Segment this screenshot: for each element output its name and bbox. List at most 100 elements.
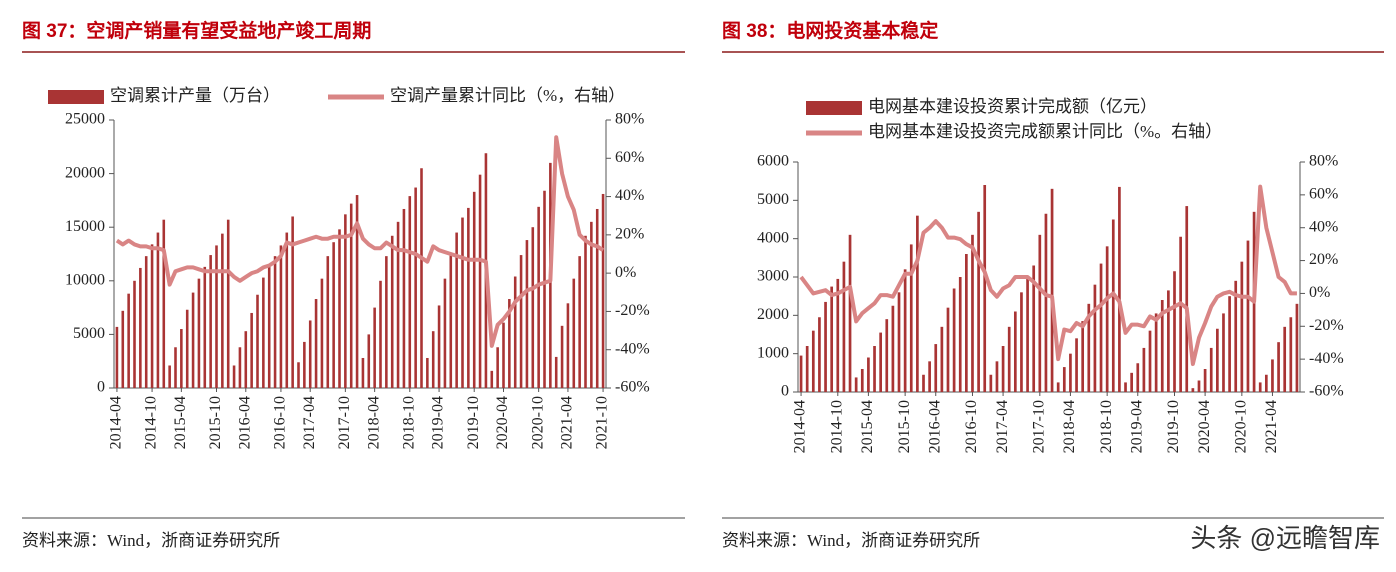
y-tick-label: 25000 [65, 111, 105, 128]
bar [1167, 290, 1170, 392]
y-tick-label: 1000 [757, 344, 789, 361]
bar [1222, 313, 1225, 392]
bar [891, 305, 895, 392]
x-tick-label: 2021-04 [559, 396, 576, 449]
bar [455, 232, 458, 388]
y2-tick-label: 40% [1309, 218, 1338, 235]
bar [355, 195, 359, 388]
bar [1069, 353, 1072, 392]
bar [168, 365, 171, 388]
bar [879, 332, 882, 392]
bar [209, 255, 212, 388]
bar [848, 234, 852, 392]
bar [799, 355, 803, 392]
y2-tick-label: 80% [1309, 153, 1338, 170]
x-tick-label: 2015-10 [896, 400, 913, 453]
bar [1240, 261, 1244, 392]
x-tick-label: 2014-04 [792, 400, 809, 453]
bar [256, 294, 259, 388]
bar [420, 168, 423, 388]
bar [958, 277, 962, 392]
bar [1130, 372, 1133, 392]
y-tick-label: 4000 [757, 229, 789, 246]
bar [426, 357, 429, 388]
bar [508, 299, 511, 388]
bar [1093, 284, 1097, 392]
x-tick-label: 2020-10 [1233, 400, 1250, 453]
bar [1026, 277, 1029, 392]
bar [537, 206, 540, 388]
legend-label: 电网基本建设投资完成额累计同比（%。右轴） [868, 122, 1222, 141]
bar [437, 305, 441, 388]
bar [1179, 236, 1182, 392]
y2-tick-label: 20% [1309, 251, 1338, 268]
bar [490, 370, 494, 388]
bar [1234, 280, 1238, 392]
bar [180, 329, 183, 388]
x-tick-label: 2017-10 [336, 396, 353, 449]
bar [1160, 300, 1164, 392]
bar [326, 256, 330, 388]
bar [273, 256, 277, 388]
bar [1197, 380, 1201, 392]
bar [162, 219, 166, 388]
bar [584, 235, 587, 388]
y-tick-label: 15000 [65, 218, 105, 235]
bar [1264, 374, 1268, 392]
legend-label: 空调累计产量（万台） [110, 86, 280, 105]
bar [238, 347, 242, 388]
bar [1289, 317, 1293, 392]
legend-swatch [806, 101, 862, 115]
bar [965, 254, 968, 392]
bar [1118, 186, 1121, 392]
x-tick-label: 2017-04 [994, 400, 1011, 453]
x-tick-label: 2018-04 [1061, 400, 1078, 453]
bar [226, 219, 230, 388]
bar [139, 267, 142, 388]
bar [185, 309, 189, 388]
bar [995, 361, 999, 392]
x-tick-label: 2018-04 [365, 396, 382, 449]
y2-tick-label: 80% [615, 111, 644, 128]
bar [1105, 246, 1109, 392]
y2-tick-label: 40% [615, 187, 644, 204]
x-tick-label: 2021-04 [1263, 400, 1280, 453]
bar [1185, 206, 1189, 392]
bar [461, 217, 464, 388]
x-tick-label: 2016-10 [272, 396, 289, 449]
bar [1191, 388, 1195, 392]
bar [1044, 213, 1048, 392]
bar [361, 357, 365, 388]
bar [811, 330, 815, 392]
bar [989, 374, 993, 392]
bar [1111, 219, 1115, 392]
bar [303, 341, 306, 388]
bar [174, 347, 177, 388]
bar [897, 292, 901, 392]
bar [472, 191, 476, 388]
x-tick-label: 2016-04 [236, 396, 253, 449]
bar [836, 278, 840, 392]
bar [578, 256, 581, 388]
source: 资料来源：Wind，浙商证券研究所 [22, 531, 280, 550]
bar [232, 365, 236, 388]
bar [262, 277, 265, 388]
bar [297, 362, 300, 388]
bar [244, 331, 248, 388]
bar [1032, 265, 1036, 392]
bar [903, 269, 907, 392]
bar [467, 207, 470, 388]
bar [983, 185, 987, 392]
bar [144, 256, 148, 388]
bar [1013, 311, 1017, 392]
bar [115, 326, 119, 388]
y2-tick-label: -40% [615, 340, 650, 357]
bar [133, 280, 136, 388]
bar [805, 346, 809, 392]
x-tick-label: 2020-10 [529, 396, 546, 449]
bar [601, 193, 605, 388]
bar [197, 278, 201, 388]
bar [1124, 382, 1127, 392]
bar [971, 234, 974, 392]
